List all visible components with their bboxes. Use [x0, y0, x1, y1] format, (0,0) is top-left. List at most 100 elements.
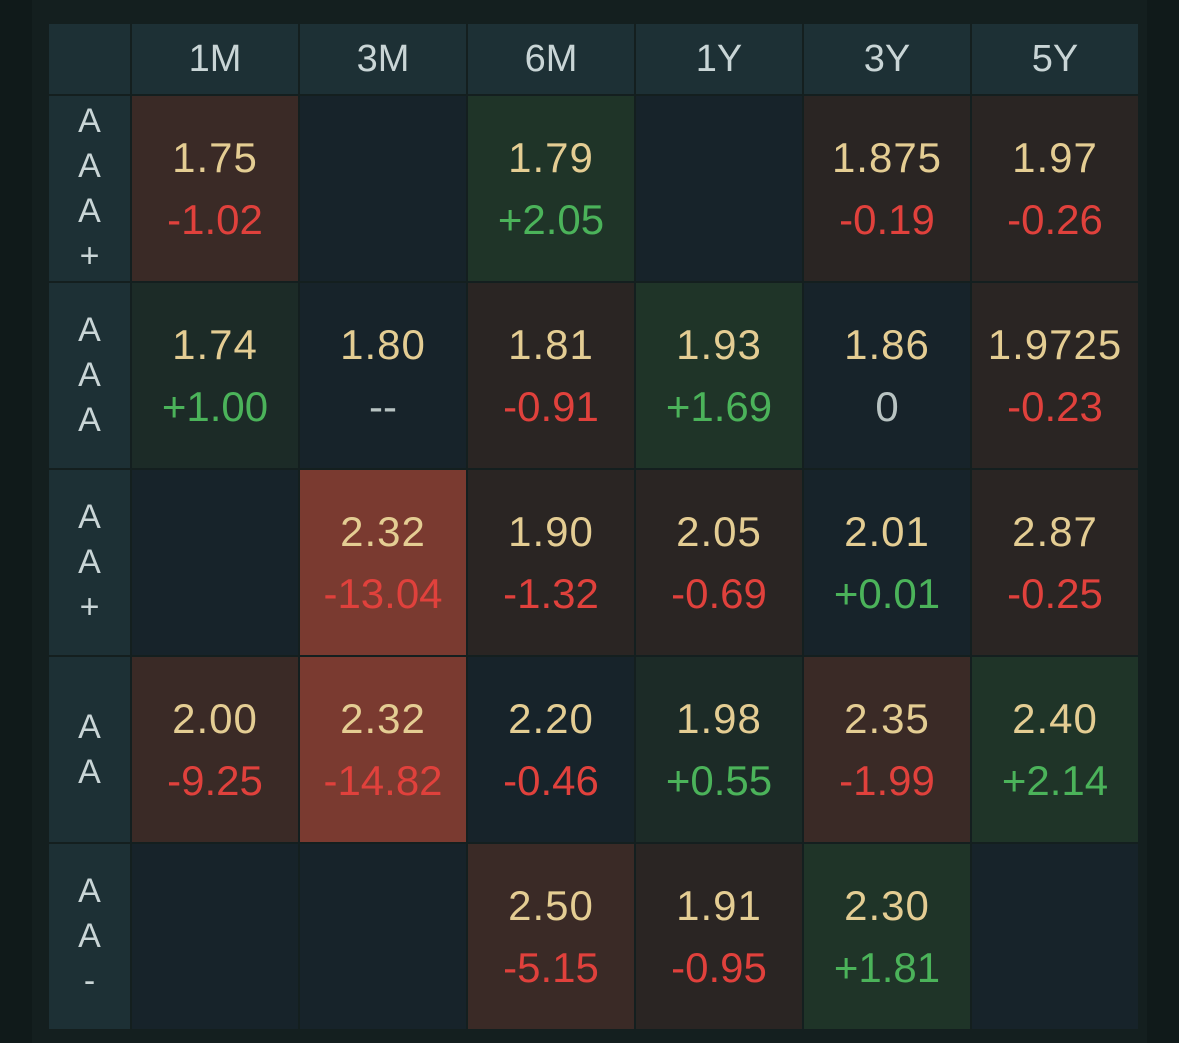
cell-change: --	[369, 382, 397, 430]
row-label-char: A	[78, 707, 101, 746]
cell-change: -0.46	[503, 756, 599, 804]
row-label-char: A	[78, 498, 101, 536]
heatmap-cell[interactable]: 1.90 -1.32	[468, 470, 634, 655]
row-label-char: +	[79, 236, 100, 275]
cell-change: -1.99	[839, 756, 935, 804]
heatmap-cell[interactable]	[300, 96, 466, 281]
row-label-char: A	[78, 543, 101, 581]
heatmap-cell[interactable]: 1.93 +1.69	[636, 283, 802, 468]
cell-change: -1.02	[167, 195, 263, 243]
heatmap-cell[interactable]: 1.9725 -0.23	[972, 283, 1138, 468]
heatmap-cell[interactable]: 1.91 -0.95	[636, 844, 802, 1029]
row-label-char: A	[78, 752, 101, 791]
cell-change: -0.25	[1007, 569, 1103, 617]
cell-value: 1.80	[340, 320, 426, 368]
heatmap-cell[interactable]	[636, 96, 802, 281]
row-label-char: A	[78, 146, 101, 185]
heatmap-cell[interactable]: 2.05 -0.69	[636, 470, 802, 655]
cell-change: -5.15	[503, 943, 599, 991]
cell-change: +2.14	[1001, 756, 1109, 804]
heatmap-cell[interactable]	[132, 470, 298, 655]
cell-value: 1.90	[508, 507, 594, 555]
heatmap-cell[interactable]	[132, 844, 298, 1029]
cell-value: 1.875	[831, 133, 943, 181]
cell-value: 1.98	[676, 694, 762, 742]
cell-value: 2.35	[844, 694, 930, 742]
column-header-6m[interactable]: 6M	[468, 24, 634, 94]
heatmap-cell[interactable]: 1.80 --	[300, 283, 466, 468]
heatmap-cell[interactable]: 2.50 -5.15	[468, 844, 634, 1029]
corner-cell	[49, 24, 130, 94]
cell-change: 0	[875, 382, 899, 430]
cell-change: -14.82	[323, 756, 443, 804]
heatmap-cell[interactable]	[972, 844, 1138, 1029]
row-label[interactable]: A A A +	[49, 96, 130, 281]
cell-value: 2.32	[340, 694, 426, 742]
heatmap-cell[interactable]: 2.35 -1.99	[804, 657, 970, 842]
cell-value: 1.75	[172, 133, 258, 181]
heatmap-cell[interactable]: 2.30 +1.81	[804, 844, 970, 1029]
heatmap-cell[interactable]: 1.86 0	[804, 283, 970, 468]
row-label-char: +	[79, 588, 100, 626]
heatmap-cell[interactable]: 1.75 -1.02	[132, 96, 298, 281]
cell-change: -0.69	[671, 569, 767, 617]
cell-value: 2.50	[508, 881, 594, 929]
cell-value: 1.81	[508, 320, 594, 368]
cell-change: -13.04	[323, 569, 443, 617]
rating-tenor-heatmap: 1M 3M 6M 1Y 3Y 5Y A A A +1.75 -1.02 1.79 +2.05 1.875-…	[49, 24, 1138, 1029]
column-header-1y[interactable]: 1Y	[636, 24, 802, 94]
heatmap-cell[interactable]: 2.01 +0.01	[804, 470, 970, 655]
row-label-char: A	[78, 191, 101, 230]
cell-value: 1.93	[676, 320, 762, 368]
cell-value: 1.97	[1012, 133, 1098, 181]
cell-value: 1.79	[508, 133, 594, 181]
row-label-char: A	[78, 401, 101, 439]
row-label[interactable]: A A +	[49, 470, 130, 655]
heatmap-cell[interactable]	[300, 844, 466, 1029]
cell-value: 1.86	[844, 320, 930, 368]
cell-value: 2.00	[172, 694, 258, 742]
heatmap-cell[interactable]: 2.40 +2.14	[972, 657, 1138, 842]
heatmap-cell[interactable]: 1.97 -0.26	[972, 96, 1138, 281]
heatmap-cell[interactable]: 2.87 -0.25	[972, 470, 1138, 655]
cell-change: +0.01	[833, 569, 941, 617]
heatmap-cell[interactable]: 1.875 -0.19	[804, 96, 970, 281]
heatmap-cell[interactable]: 1.74 +1.00	[132, 283, 298, 468]
heatmap-cell[interactable]: 1.98 +0.55	[636, 657, 802, 842]
heatmap-cell[interactable]: 2.20 -0.46	[468, 657, 634, 842]
cell-change: -0.26	[1007, 195, 1103, 243]
cell-change: +1.00	[161, 382, 269, 430]
cell-change: +0.55	[665, 756, 773, 804]
cell-value: 2.30	[844, 881, 930, 929]
row-label-char: A	[78, 872, 101, 910]
cell-change: +1.69	[665, 382, 773, 430]
heatmap-cell[interactable]: 1.79 +2.05	[468, 96, 634, 281]
cell-change: -0.95	[671, 943, 767, 991]
row-label-char: A	[78, 101, 101, 140]
cell-change: +1.81	[833, 943, 941, 991]
heatmap-cell[interactable]: 1.81 -0.91	[468, 283, 634, 468]
cell-value: 2.87	[1012, 507, 1098, 555]
heatmap-cell[interactable]: 2.32 -13.04	[300, 470, 466, 655]
cell-value: 2.20	[508, 694, 594, 742]
cell-value: 2.01	[844, 507, 930, 555]
column-header-1m[interactable]: 1M	[132, 24, 298, 94]
cell-change: -0.19	[839, 195, 935, 243]
column-header-5y[interactable]: 5Y	[972, 24, 1138, 94]
cell-value: 2.32	[340, 507, 426, 555]
row-label-char: A	[78, 917, 101, 955]
cell-value: 1.91	[676, 881, 762, 929]
cell-value: 2.05	[676, 507, 762, 555]
row-label-char: A	[78, 356, 101, 394]
cell-change: -0.91	[503, 382, 599, 430]
heatmap-cell[interactable]: 2.32 -14.82	[300, 657, 466, 842]
cell-change: -1.32	[503, 569, 599, 617]
heatmap-cell[interactable]: 2.00 -9.25	[132, 657, 298, 842]
column-header-3y[interactable]: 3Y	[804, 24, 970, 94]
column-header-3m[interactable]: 3M	[300, 24, 466, 94]
cell-value: 1.74	[172, 320, 258, 368]
cell-change: +2.05	[497, 195, 605, 243]
